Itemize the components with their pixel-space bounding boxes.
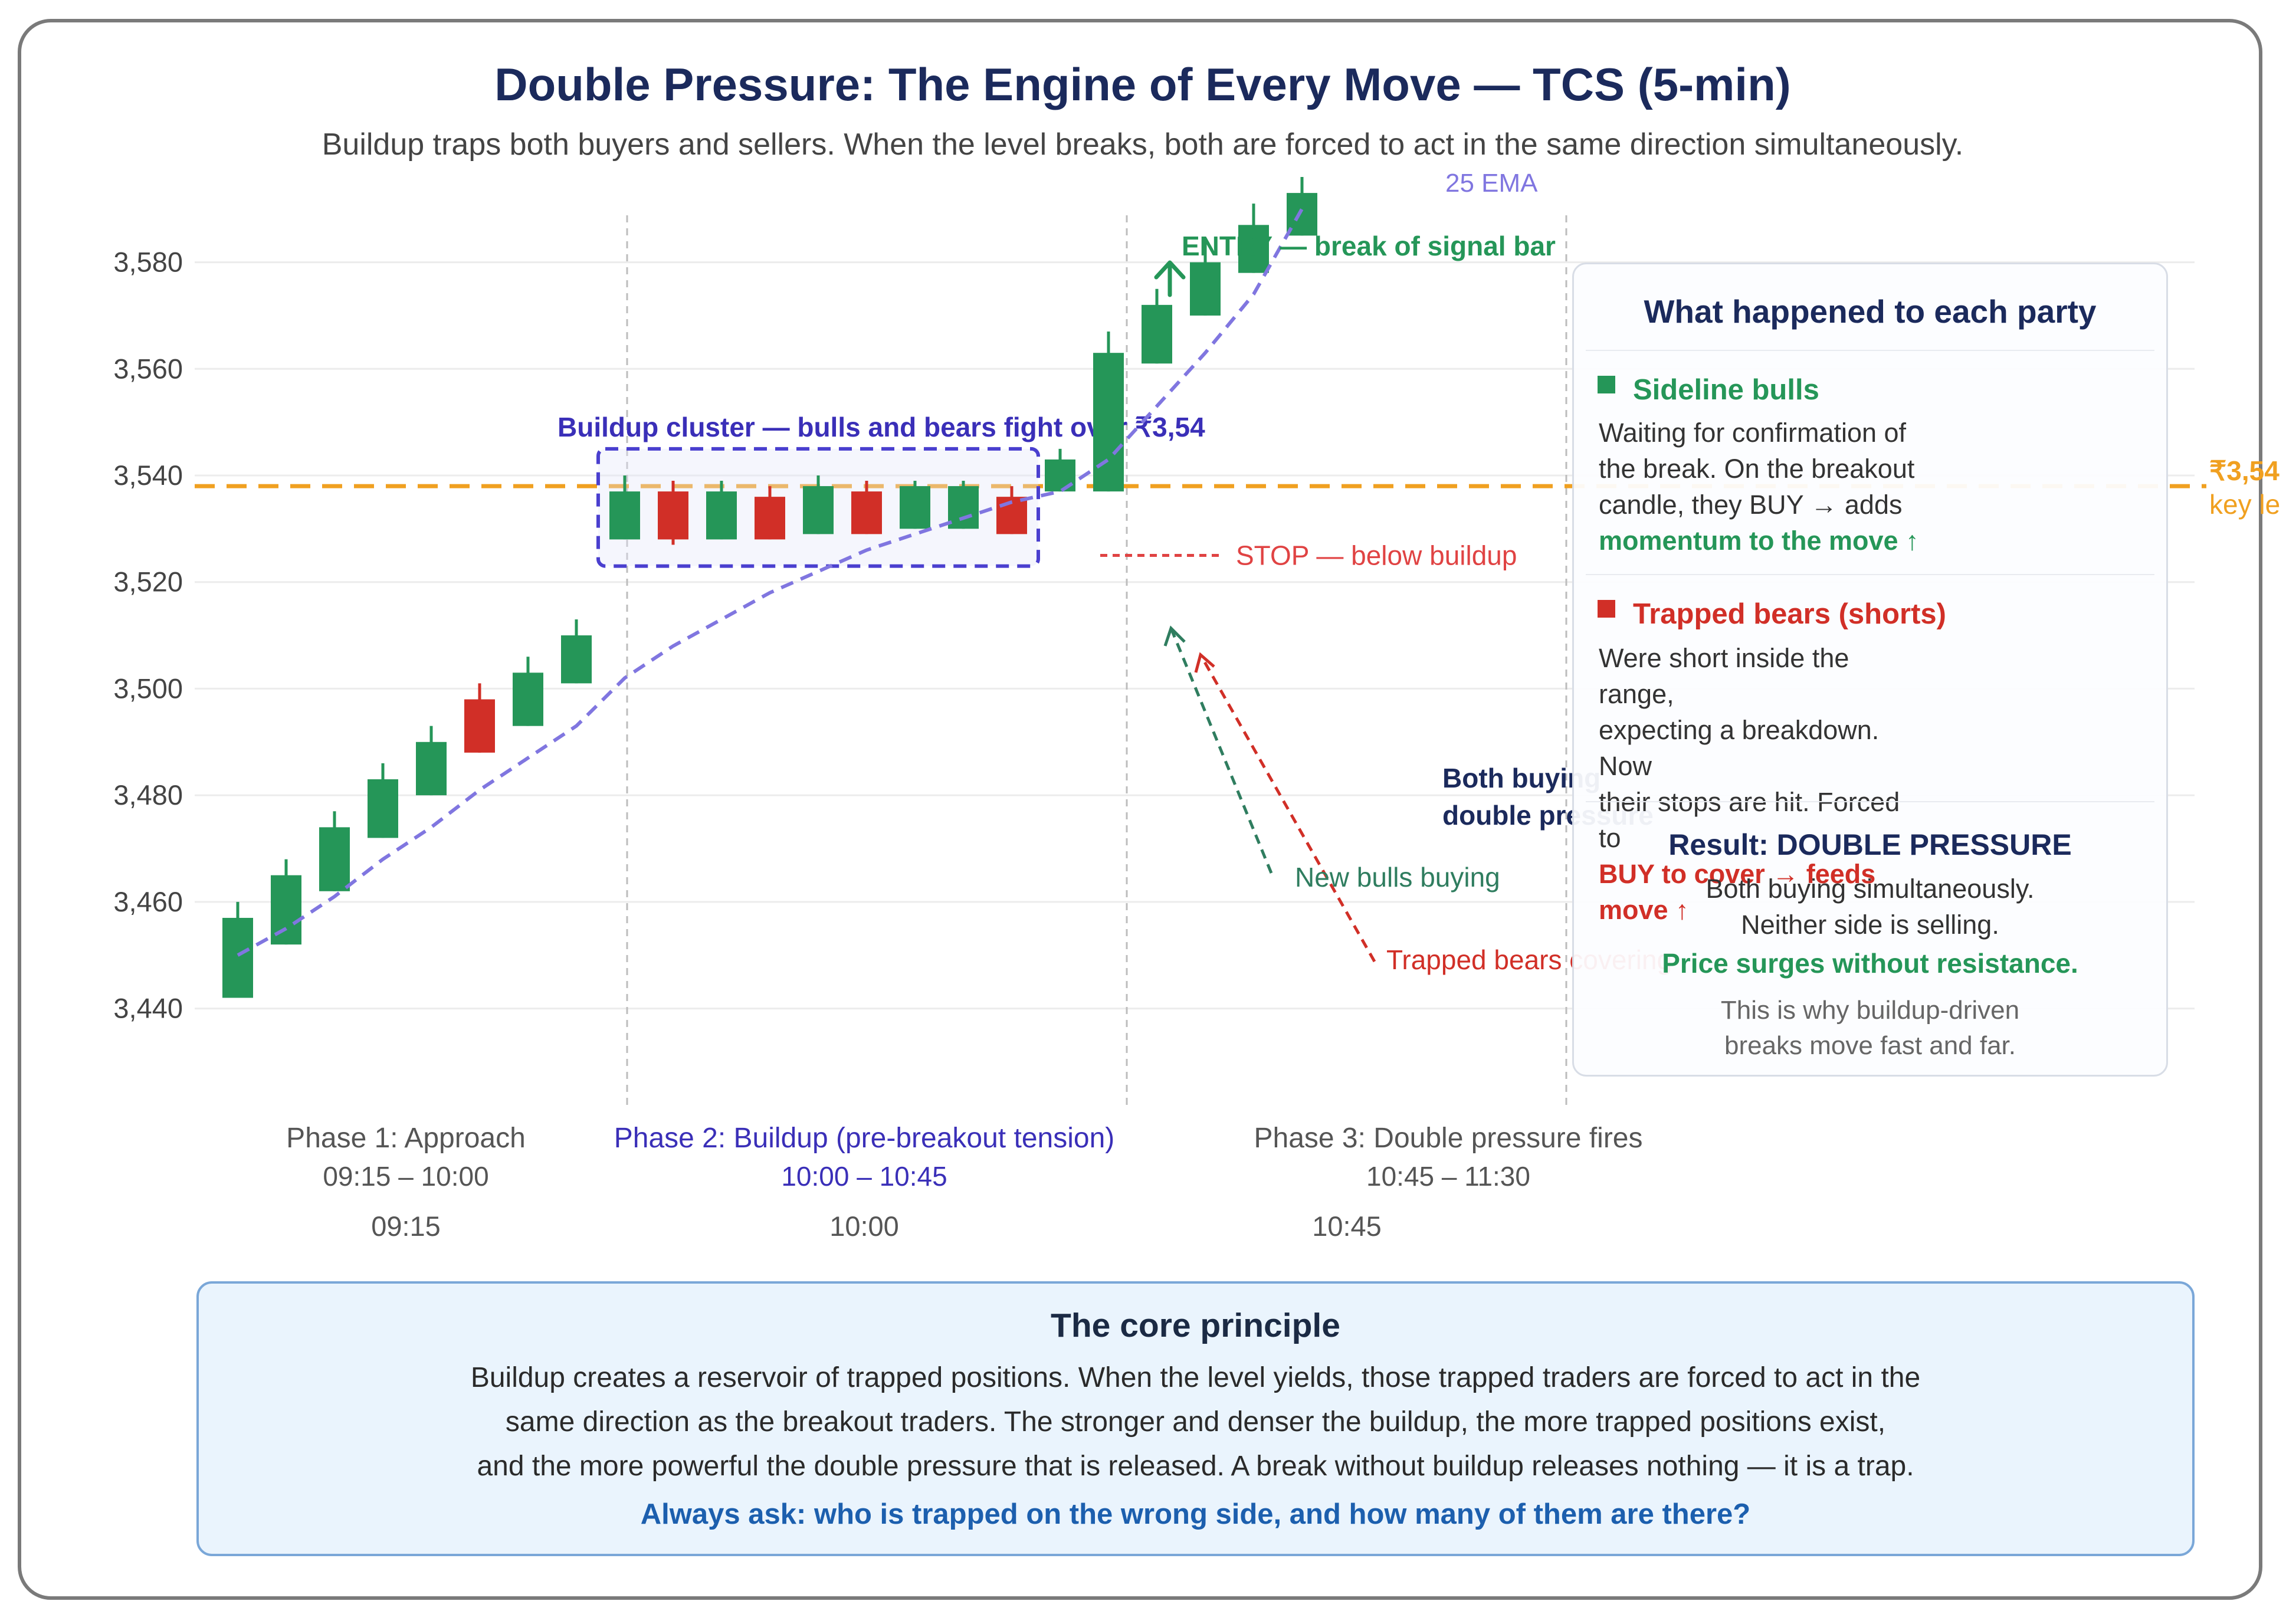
phase-name: Phase 3: Double pressure fires: [1254, 1123, 1642, 1154]
y-tick-label: 3,560: [113, 353, 183, 384]
phase-time: 10:45 – 11:30: [1366, 1161, 1530, 1192]
ema-label: 25 EMA: [1445, 169, 1538, 198]
core-title: The core principle: [1051, 1307, 1340, 1344]
panel-title: What happened to each party: [1644, 293, 2097, 330]
candle-body: [658, 491, 688, 540]
sideline-line: Waiting for confirmation of: [1599, 418, 1907, 448]
core-line: and the more powerful the double pressur…: [477, 1451, 1914, 1482]
y-tick-label: 3,580: [113, 247, 183, 278]
trapped-bears-arrow-line: [1199, 654, 1376, 963]
candle-body: [561, 635, 592, 684]
candle-body: [416, 742, 447, 796]
panel-divider: [1586, 350, 2154, 351]
y-tick-label: 3,520: [113, 566, 183, 598]
sideline-heading-text: Sideline bulls: [1633, 374, 1819, 406]
sideline-text: Waiting for confirmation of the break. O…: [1599, 415, 1929, 559]
candle-body: [1045, 459, 1075, 492]
candle-body: [755, 497, 785, 540]
candle-body: [851, 491, 882, 534]
entry-label: ENTRY — break of signal bar: [1182, 231, 1556, 261]
candles: [222, 177, 1317, 998]
candle-body: [513, 672, 543, 726]
new-bulls-label: New bulls buying: [1295, 862, 1500, 893]
bull-square-icon: [1598, 376, 1615, 393]
core-body: Buildup creates a reservoir of trapped p…: [199, 1356, 2192, 1488]
candle-body: [1142, 304, 1172, 364]
y-tick-label: 3,540: [113, 460, 183, 491]
sideline-line: the break. On the breakout: [1599, 454, 1915, 484]
candle-body: [1190, 262, 1221, 316]
result-note-line: breaks move fast and far.: [1724, 1031, 2016, 1060]
x-tick-label: 10:45: [1312, 1210, 1382, 1242]
core-principle-box: The core principle Buildup creates a res…: [196, 1281, 2195, 1556]
new-bulls-arrow-line: [1169, 628, 1273, 874]
candle-body: [900, 486, 930, 529]
panel-divider: [1586, 801, 2154, 802]
panel-divider: [1586, 574, 2154, 575]
candle-body: [464, 699, 495, 753]
sideline-line: candle, they BUY → adds: [1599, 490, 1903, 520]
key-level-sublabel: key le: [2209, 489, 2280, 520]
bear-square-icon: [1598, 600, 1615, 618]
result-note-line: This is why buildup-driven: [1720, 996, 2020, 1025]
trapped-bears-arrowhead: [1194, 652, 1215, 673]
candle-body: [609, 491, 640, 540]
result-line: Both buying simultaneously.: [1706, 874, 2035, 904]
phase-name: Phase 2: Buildup (pre-breakout tension): [614, 1123, 1115, 1154]
x-tick-label: 09:15: [371, 1210, 441, 1242]
entry-arrow: [1154, 260, 1186, 297]
phase-time: 09:15 – 10:00: [323, 1161, 488, 1192]
result-note: This is why buildup-driven breaks move f…: [1574, 993, 2166, 1064]
trapped-text: Were short inside the range, expecting a…: [1599, 640, 1929, 928]
candle-body: [368, 779, 398, 838]
party-panel: What happened to each party Sideline bul…: [1572, 263, 2168, 1077]
result-text: Both buying simultaneously. Neither side…: [1574, 871, 2166, 943]
phase-time: 10:00 – 10:45: [781, 1161, 947, 1192]
result-green: Price surges without resistance.: [1662, 948, 2078, 979]
trapped-heading-text: Trapped bears (shorts): [1633, 598, 1946, 630]
candle-body: [948, 486, 979, 529]
candle-body: [319, 827, 350, 891]
y-tick-label: 3,460: [113, 886, 183, 917]
y-tick-label: 3,500: [113, 672, 183, 704]
candle-body: [222, 917, 253, 998]
new-bulls-arrowhead: [1163, 625, 1186, 647]
candle-body: [706, 491, 737, 540]
phase-name: Phase 1: Approach: [286, 1123, 526, 1154]
stop-label: STOP — below buildup: [1236, 540, 1517, 571]
x-tick-label: 10:00: [829, 1210, 899, 1242]
phase-labels: Phase 1: Approach 09:15 – 10:00 Phase 2: B…: [286, 1123, 1642, 1192]
candle-body: [1093, 353, 1124, 492]
trapped-line: Were short inside the range,: [1599, 643, 1849, 709]
pressure-arrows: [1163, 625, 1376, 963]
trapped-highlight: BUY to cover → feeds move ↑: [1599, 859, 1876, 925]
y-tick-label: 3,440: [113, 993, 183, 1024]
core-line: same direction as the breakout traders. …: [505, 1406, 1886, 1438]
trapped-heading: Trapped bears (shorts): [1598, 598, 1946, 631]
ema-line: [237, 208, 1304, 957]
phase-separators: [626, 215, 1567, 1106]
key-level-label: ₹3,54: [2209, 455, 2280, 486]
y-axis-ticks: 3,440 3,460 3,480 3,500 3,520 3,540 3,560 3,580: [113, 247, 183, 1024]
chart-subtitle: Buildup traps both buyers and sellers. W…: [322, 127, 1964, 162]
sideline-highlight: momentum to the move ↑: [1599, 526, 1919, 556]
candle-body: [803, 486, 834, 534]
core-line: Buildup creates a reservoir of trapped p…: [470, 1362, 1921, 1393]
result-line: Neither side is selling.: [1741, 910, 1999, 940]
x-axis-ticks: 09:15 10:00 10:45: [371, 1210, 1382, 1242]
core-ask: Always ask: who is trapped on the wrong …: [640, 1498, 1751, 1530]
result-title: Result: DOUBLE PRESSURE: [1668, 828, 2072, 861]
y-tick-label: 3,480: [113, 779, 183, 811]
sideline-heading: Sideline bulls: [1598, 373, 1819, 406]
chart-title: Double Pressure: The Engine of Every Mov…: [494, 58, 1790, 110]
trapped-line: expecting a breakdown. Now: [1599, 715, 1880, 781]
candle-body: [1238, 225, 1269, 273]
